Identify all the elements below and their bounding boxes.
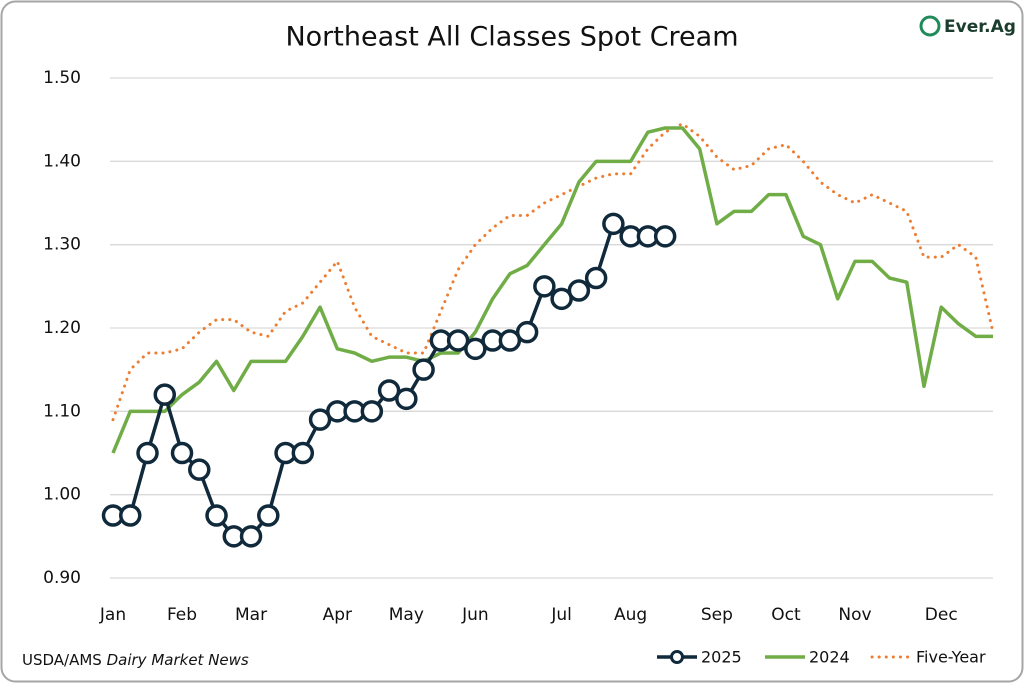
data-point [136, 441, 159, 465]
y-tick-label: 1.40 [43, 151, 81, 171]
data-point [257, 504, 280, 527]
source: USDA/AMS Dairy Market News [22, 651, 249, 669]
data-point [550, 287, 573, 311]
data-point [446, 329, 470, 352]
data-point [533, 275, 556, 298]
x-tick-label: Nov [838, 605, 871, 625]
legend-marker [670, 650, 684, 664]
data-point [515, 320, 539, 344]
data-point [653, 225, 677, 248]
data-point [308, 408, 332, 431]
data-point [188, 458, 211, 481]
legend-label: 2024 [809, 648, 850, 667]
y-tick-label: 1.20 [43, 318, 81, 338]
data-point [239, 525, 263, 548]
data-point [291, 441, 315, 465]
data-point [584, 266, 608, 290]
x-tick-label: Mar [235, 605, 267, 625]
data-point [498, 329, 522, 352]
legend-label: 2025 [701, 648, 742, 667]
x-tick-label: Jun [461, 605, 489, 625]
x-tick-label: Jan [99, 605, 126, 625]
data-point [412, 358, 435, 381]
data-point [602, 212, 625, 236]
data-point [567, 279, 591, 302]
chart-title: Northeast All Classes Spot Cream [285, 22, 738, 53]
x-tick-label: May [389, 605, 424, 625]
x-tick-label: Apr [323, 605, 352, 625]
data-point [377, 379, 401, 402]
x-tick-label: Oct [771, 605, 801, 625]
data-point [153, 383, 177, 406]
legend-label: Five-Year [916, 648, 986, 667]
logo-text: Ever.Ag [944, 17, 1016, 37]
y-tick-label: 0.90 [43, 568, 81, 588]
logo: Ever.Ag [919, 15, 1016, 37]
data-point [395, 387, 418, 411]
x-tick-label: Feb [167, 605, 197, 625]
data-point [170, 441, 194, 465]
x-tick-label: Dec [925, 605, 958, 625]
x-tick-label: Aug [614, 605, 647, 625]
data-point [119, 504, 142, 527]
y-tick-label: 1.00 [43, 485, 81, 505]
source-agency: USDA/AMS [22, 651, 102, 669]
data-point [360, 400, 384, 423]
data-point [205, 504, 228, 527]
data-point [464, 337, 487, 361]
series-line [111, 122, 995, 422]
x-tick-label: Sep [701, 605, 733, 625]
y-tick-label: 1.30 [43, 235, 81, 255]
source-publication: Dairy Market News [107, 651, 249, 669]
logo-icon [919, 15, 941, 37]
y-tick-label: 1.50 [43, 68, 81, 88]
series-line [111, 126, 993, 454]
y-tick-label: 1.10 [43, 401, 81, 421]
x-tick-label: Jul [550, 605, 572, 625]
